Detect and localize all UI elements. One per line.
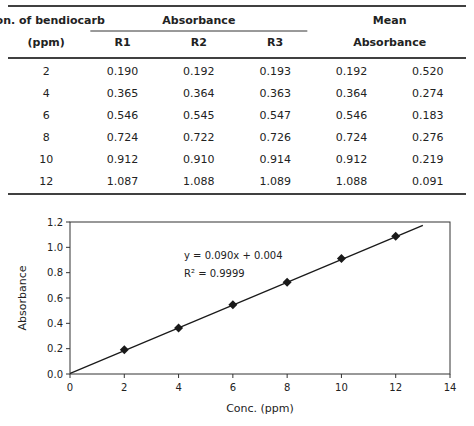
table-cell: 12 — [39, 175, 53, 188]
table-cell: 0.365 — [107, 87, 139, 100]
table-cell: 1.088 — [336, 175, 368, 188]
table-cell: 6 — [43, 109, 50, 122]
x-tick-label: 4 — [175, 382, 181, 393]
table-cell: 0.545 — [183, 109, 215, 122]
plot: 0 2 4 6 8 10 12 14 0.0 0.2 0.4 0.6 0.8 1.0 1.2 Conc. (p… — [16, 217, 457, 415]
table-rule — [8, 5, 466, 7]
table-cell: 0.364 — [183, 87, 215, 100]
table-cell: 0.520 — [412, 65, 444, 78]
table: Con. of bendiocarb Absorbance Mean (ppm) R1 R… — [0, 6, 466, 194]
table-cell: 0.276 — [412, 131, 444, 144]
x-tick-label: 2 — [121, 382, 127, 393]
table-cell: 0.274 — [412, 87, 444, 100]
x-tick — [450, 374, 451, 378]
annotation: y = 0.090x + 0.004 — [184, 250, 283, 261]
table-cell: 0.183 — [412, 109, 444, 122]
table-cell: 1.087 — [107, 175, 139, 188]
y-tick-label: 1.2 — [47, 217, 63, 228]
table-header: Absorbance — [353, 36, 426, 49]
table-header: (ppm) — [28, 36, 65, 49]
x-tick — [124, 374, 125, 378]
fit-line — [70, 225, 423, 373]
table-cell: 0.912 — [336, 153, 368, 166]
table-header: R3 — [267, 36, 283, 49]
table-cell: 0.193 — [259, 65, 291, 78]
table-cell: 0.364 — [336, 87, 368, 100]
table-header: Absorbance — [162, 14, 235, 27]
annotation: R² = 0.9999 — [184, 268, 245, 279]
table-cell: 0.363 — [259, 87, 291, 100]
table-cell: 2 — [43, 65, 50, 78]
y-tick — [66, 247, 70, 248]
x-tick — [232, 374, 233, 378]
table-cell: 0.192 — [183, 65, 215, 78]
table-cell: 0.547 — [259, 109, 291, 122]
table-cell: 0.914 — [259, 153, 291, 166]
y-tick-label: 1.0 — [47, 242, 63, 253]
table-cell: 4 — [43, 87, 50, 100]
table-cell: 0.912 — [107, 153, 139, 166]
table-cell: 0.546 — [107, 109, 139, 122]
y-tick-label: 0.6 — [47, 293, 63, 304]
plot-frame — [70, 222, 450, 374]
table-cell: 0.091 — [412, 175, 444, 188]
table-rule — [8, 193, 466, 195]
table-cell: 0.724 — [336, 131, 368, 144]
x-tick-label: 12 — [389, 382, 402, 393]
x-tick — [70, 374, 71, 378]
table-header: R1 — [114, 36, 130, 49]
table-cell: 0.722 — [183, 131, 215, 144]
y-tick-label: 0.2 — [47, 343, 63, 354]
y-tick — [66, 272, 70, 273]
x-tick-label: 14 — [444, 382, 457, 393]
y-tick-label: 0.8 — [47, 267, 63, 278]
table-cell: 10 — [39, 153, 53, 166]
x-tick — [395, 374, 396, 378]
table-span-rule — [90, 31, 307, 32]
table-cell: 1.089 — [259, 175, 291, 188]
x-tick — [287, 374, 288, 378]
y-tick — [66, 374, 70, 375]
table-header: Mean — [373, 14, 407, 27]
y-tick-label: 0.0 — [47, 369, 63, 380]
y-tick-label: 0.4 — [47, 318, 63, 329]
table-cell: 0.546 — [336, 109, 368, 122]
table-cell: 8 — [43, 131, 50, 144]
y-tick — [66, 298, 70, 299]
x-tick — [178, 374, 179, 378]
x-tick-label: 10 — [335, 382, 348, 393]
x-tick-label: 8 — [284, 382, 290, 393]
table-header: R2 — [191, 36, 207, 49]
y-axis-label: Absorbance — [16, 265, 29, 330]
table-cell: 1.088 — [183, 175, 215, 188]
x-tick-label: 6 — [230, 382, 236, 393]
table-cell: 0.190 — [107, 65, 139, 78]
table-cell: 0.192 — [336, 65, 368, 78]
table-rule — [8, 57, 466, 59]
y-tick — [66, 348, 70, 349]
y-tick — [66, 323, 70, 324]
figure: Con. of bendiocarb Absorbance Mean (ppm) R1 R… — [0, 0, 474, 426]
y-tick — [66, 222, 70, 223]
x-tick — [341, 374, 342, 378]
table-cell: 0.219 — [412, 153, 444, 166]
x-axis-label: Conc. (ppm) — [226, 402, 294, 415]
table-header: Con. of bendiocarb — [0, 14, 105, 27]
x-tick-label: 0 — [67, 382, 73, 393]
table-cell: 0.910 — [183, 153, 215, 166]
marks — [70, 225, 423, 373]
table-cell: 0.724 — [107, 131, 139, 144]
table-cell: 0.726 — [259, 131, 291, 144]
